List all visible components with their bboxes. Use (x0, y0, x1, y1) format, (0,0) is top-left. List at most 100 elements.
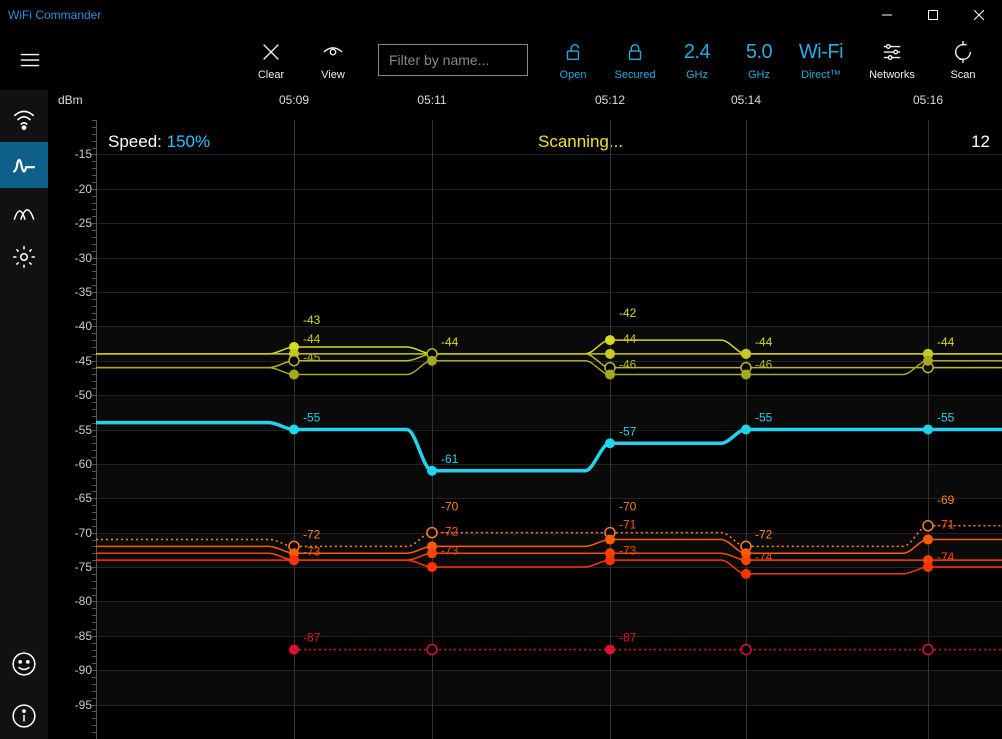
clear-button[interactable]: Clear (240, 30, 302, 90)
svg-text:-43: -43 (303, 313, 321, 327)
x-tick-label: 05:12 (595, 93, 625, 107)
x-tick-label: 05:11 (417, 93, 446, 107)
toolbar: Clear View Open Secured 2.4 GHz 5.0 GHz … (0, 30, 1002, 90)
networks-label: Networks (869, 69, 915, 81)
y-tick-label: -65 (52, 491, 92, 505)
view-label: View (321, 69, 345, 81)
y-tick-label: -15 (52, 147, 92, 161)
svg-text:-70: -70 (619, 500, 637, 514)
band-50-text: 5.0 (746, 39, 772, 65)
x-tick-label: 05:09 (279, 93, 309, 107)
svg-text:-74: -74 (937, 550, 955, 564)
title-bar: WiFi Commander (0, 0, 1002, 30)
wifi-direct-button[interactable]: Wi-Fi Direct™ (790, 30, 852, 90)
svg-text:-44: -44 (441, 335, 459, 349)
close-button[interactable] (956, 0, 1002, 30)
svg-text:-72: -72 (303, 527, 321, 541)
svg-text:-45: -45 (303, 351, 321, 365)
y-tick-label: -80 (52, 594, 92, 608)
svg-text:-44: -44 (755, 335, 773, 349)
svg-text:-46: -46 (619, 358, 637, 372)
sidebar-item-feedback[interactable] (0, 641, 48, 687)
sidebar-item-settings[interactable] (0, 234, 48, 280)
refresh-icon (952, 39, 974, 65)
y-tick-label: -75 (52, 560, 92, 574)
x-tick-label: 05:16 (913, 93, 943, 107)
sidebar-item-info[interactable] (0, 693, 48, 739)
y-tick-label: -30 (52, 251, 92, 265)
svg-text:-57: -57 (619, 424, 637, 438)
filter-input[interactable] (378, 44, 528, 76)
svg-text:-71: -71 (619, 518, 637, 532)
pulse-icon (11, 152, 37, 178)
svg-text:-46: -46 (755, 358, 773, 372)
svg-text:-73: -73 (441, 543, 459, 557)
smile-icon (11, 651, 37, 677)
svg-text:-74: -74 (755, 550, 773, 564)
info-icon (11, 703, 37, 729)
y-tick-label: -60 (52, 457, 92, 471)
y-tick-label: -45 (52, 354, 92, 368)
svg-text:-87: -87 (303, 631, 321, 645)
lock-open-icon (562, 39, 584, 65)
gear-icon (11, 244, 37, 270)
overlap-icon (11, 198, 37, 224)
sidebar-item-signal[interactable] (0, 142, 48, 188)
x-icon (260, 39, 282, 65)
svg-text:-87: -87 (619, 631, 637, 645)
sidebar-item-channels[interactable] (0, 188, 48, 234)
svg-text:-55: -55 (937, 411, 955, 425)
y-tick-label: -20 (52, 182, 92, 196)
band-24-text: 2.4 (684, 39, 710, 65)
svg-text:-72: -72 (441, 524, 459, 538)
svg-text:-71: -71 (937, 518, 955, 532)
menu-button[interactable] (10, 49, 50, 71)
eye-icon (322, 39, 344, 65)
band-24-button[interactable]: 2.4 GHz (666, 30, 728, 90)
sidebar-item-wifi[interactable] (0, 96, 48, 142)
svg-text:-73: -73 (619, 543, 637, 557)
scan-label: Scan (950, 69, 975, 81)
svg-text:-72: -72 (755, 527, 773, 541)
maximize-button[interactable] (910, 0, 956, 30)
view-button[interactable]: View (302, 30, 364, 90)
wifi-direct-text: Wi-Fi (799, 39, 843, 65)
networks-button[interactable]: Networks (852, 30, 932, 90)
y-tick-label: -85 (52, 629, 92, 643)
band-24-label: GHz (686, 69, 708, 81)
secured-label: Secured (615, 69, 656, 81)
band-50-button[interactable]: 5.0 GHz (728, 30, 790, 90)
y-axis-unit: dBm (58, 93, 83, 107)
y-tick-label: -90 (52, 663, 92, 677)
chart-svg: -43-44-42-44-44-44-44-45-46-46-55-61-57-… (96, 120, 1002, 739)
scan-button[interactable]: Scan (932, 30, 994, 90)
svg-text:-42: -42 (619, 306, 637, 320)
svg-text:-55: -55 (303, 411, 321, 425)
signal-chart: dBm 05:0905:1105:1205:1405:16 Speed: 150… (48, 90, 1002, 739)
wifi-waves-icon (11, 106, 37, 132)
svg-text:-44: -44 (303, 332, 321, 346)
x-axis: dBm 05:09 05:11 05:12 05:14 05:16 (48, 90, 1002, 110)
y-tick-label: -35 (52, 285, 92, 299)
svg-text:-69: -69 (937, 493, 955, 507)
app-title: WiFi Commander (8, 8, 101, 22)
svg-text:-70: -70 (441, 500, 459, 514)
y-tick-label: -95 (52, 698, 92, 712)
secured-filter-button[interactable]: Secured (604, 30, 666, 90)
svg-text:-44: -44 (937, 335, 955, 349)
wifi-direct-label: Direct™ (801, 69, 841, 81)
x-tick-label: 05:14 (731, 93, 761, 107)
open-filter-button[interactable]: Open (542, 30, 604, 90)
y-tick-label: -25 (52, 216, 92, 230)
minimize-button[interactable] (864, 0, 910, 30)
lock-icon (624, 39, 646, 65)
y-tick-label: -50 (52, 388, 92, 402)
y-tick-label: -70 (52, 526, 92, 540)
y-tick-label: -40 (52, 319, 92, 333)
svg-text:-44: -44 (619, 332, 637, 346)
window-controls (864, 0, 1002, 30)
svg-text:-55: -55 (755, 411, 773, 425)
clear-label: Clear (258, 69, 284, 81)
open-label: Open (560, 69, 587, 81)
sliders-icon (881, 39, 903, 65)
